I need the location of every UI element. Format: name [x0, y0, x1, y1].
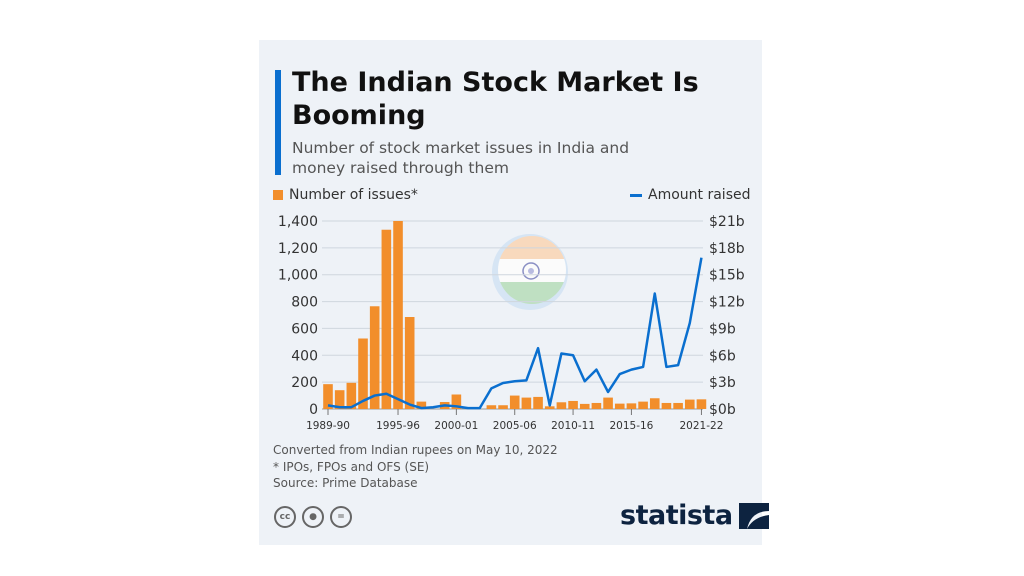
bar — [638, 401, 648, 409]
statista-logo[interactable]: statista — [620, 500, 769, 531]
x-tick-label: 2005-06 — [493, 420, 537, 432]
bar — [544, 406, 555, 409]
y-right-tick-label: $15b — [709, 268, 745, 284]
x-tick-label: 1989-90 — [306, 420, 350, 432]
attribution-icon[interactable]: ● — [302, 506, 324, 528]
y-right-tick-label: $6b — [709, 348, 736, 364]
note-source: Source: Prime Database — [273, 476, 418, 490]
bar — [626, 403, 637, 409]
y-right-tick-label: $18b — [709, 241, 745, 257]
title-accent-bar — [275, 70, 281, 175]
bar — [486, 405, 497, 409]
x-tick-label: 2021-22 — [680, 420, 724, 432]
legend-issues: Number of issues* — [273, 187, 418, 203]
y-right-tick-label: $0b — [709, 402, 736, 418]
bar — [381, 229, 392, 409]
license-icons: cc ● = — [274, 506, 352, 528]
chart-title: The Indian Stock Market Is Booming — [292, 67, 699, 131]
cc-icon[interactable]: cc — [274, 506, 296, 528]
y-left-tick-label: 600 — [291, 321, 318, 337]
legend-amount: Amount raised — [630, 187, 750, 203]
bar — [696, 399, 707, 409]
y-left-tick-label: 1,200 — [278, 241, 318, 257]
legend-swatch-line — [630, 193, 642, 197]
chart-notes: Converted from Indian rupees on May 10, … — [273, 442, 558, 492]
note-footnote: * IPOs, FPOs and OFS (SE) — [273, 459, 430, 474]
bar — [673, 402, 683, 409]
bar — [649, 398, 660, 409]
y-right-tick-label: $3b — [709, 375, 736, 391]
x-tick-label: 2000-01 — [434, 420, 478, 432]
line-series-amount-raised — [327, 257, 703, 410]
bar — [369, 306, 380, 409]
bar — [393, 221, 403, 409]
bar — [579, 403, 590, 409]
bar — [591, 402, 602, 409]
bar — [509, 395, 520, 409]
bar — [498, 405, 508, 409]
x-tick-label: 2010-11 — [551, 420, 595, 432]
bar — [346, 382, 357, 409]
legend-label: Amount raised — [648, 187, 751, 203]
no-derivatives-icon[interactable]: = — [330, 506, 352, 528]
bar — [556, 402, 567, 409]
bar — [603, 397, 613, 409]
legend-label: Number of issues* — [289, 187, 418, 203]
bar — [404, 317, 415, 409]
note-conversion: Converted from Indian rupees on May 10, … — [273, 443, 558, 457]
y-right-tick-label: $12b — [709, 295, 745, 311]
y-left-tick-label: 1,000 — [278, 268, 318, 284]
x-tick-label: 2015-16 — [609, 420, 653, 432]
bar — [334, 390, 345, 409]
y-left-tick-label: 1,400 — [278, 214, 318, 230]
chart-subtitle: Number of stock market issues in India a… — [292, 139, 630, 177]
y-left-tick-label: 400 — [291, 348, 318, 364]
y-right-tick-label: $9b — [709, 321, 736, 337]
legend-swatch-bar — [273, 190, 283, 200]
y-left-tick-label: 0 — [309, 402, 318, 418]
bar — [661, 402, 672, 409]
x-tick-label: 1995-96 — [376, 420, 420, 432]
bar — [416, 401, 427, 409]
bar — [358, 338, 368, 409]
bar — [614, 403, 625, 409]
bar — [521, 397, 532, 409]
y-left-tick-label: 200 — [291, 375, 318, 391]
bar — [568, 400, 578, 409]
bar — [451, 394, 462, 409]
y-left-tick-label: 800 — [291, 295, 318, 311]
brand-wordmark: statista — [620, 500, 733, 531]
bar — [323, 384, 333, 409]
bar — [533, 396, 543, 409]
y-right-tick-label: $21b — [709, 214, 745, 230]
india-flag-icon — [492, 234, 568, 310]
bar — [684, 399, 695, 409]
statista-logo-icon — [738, 502, 769, 529]
